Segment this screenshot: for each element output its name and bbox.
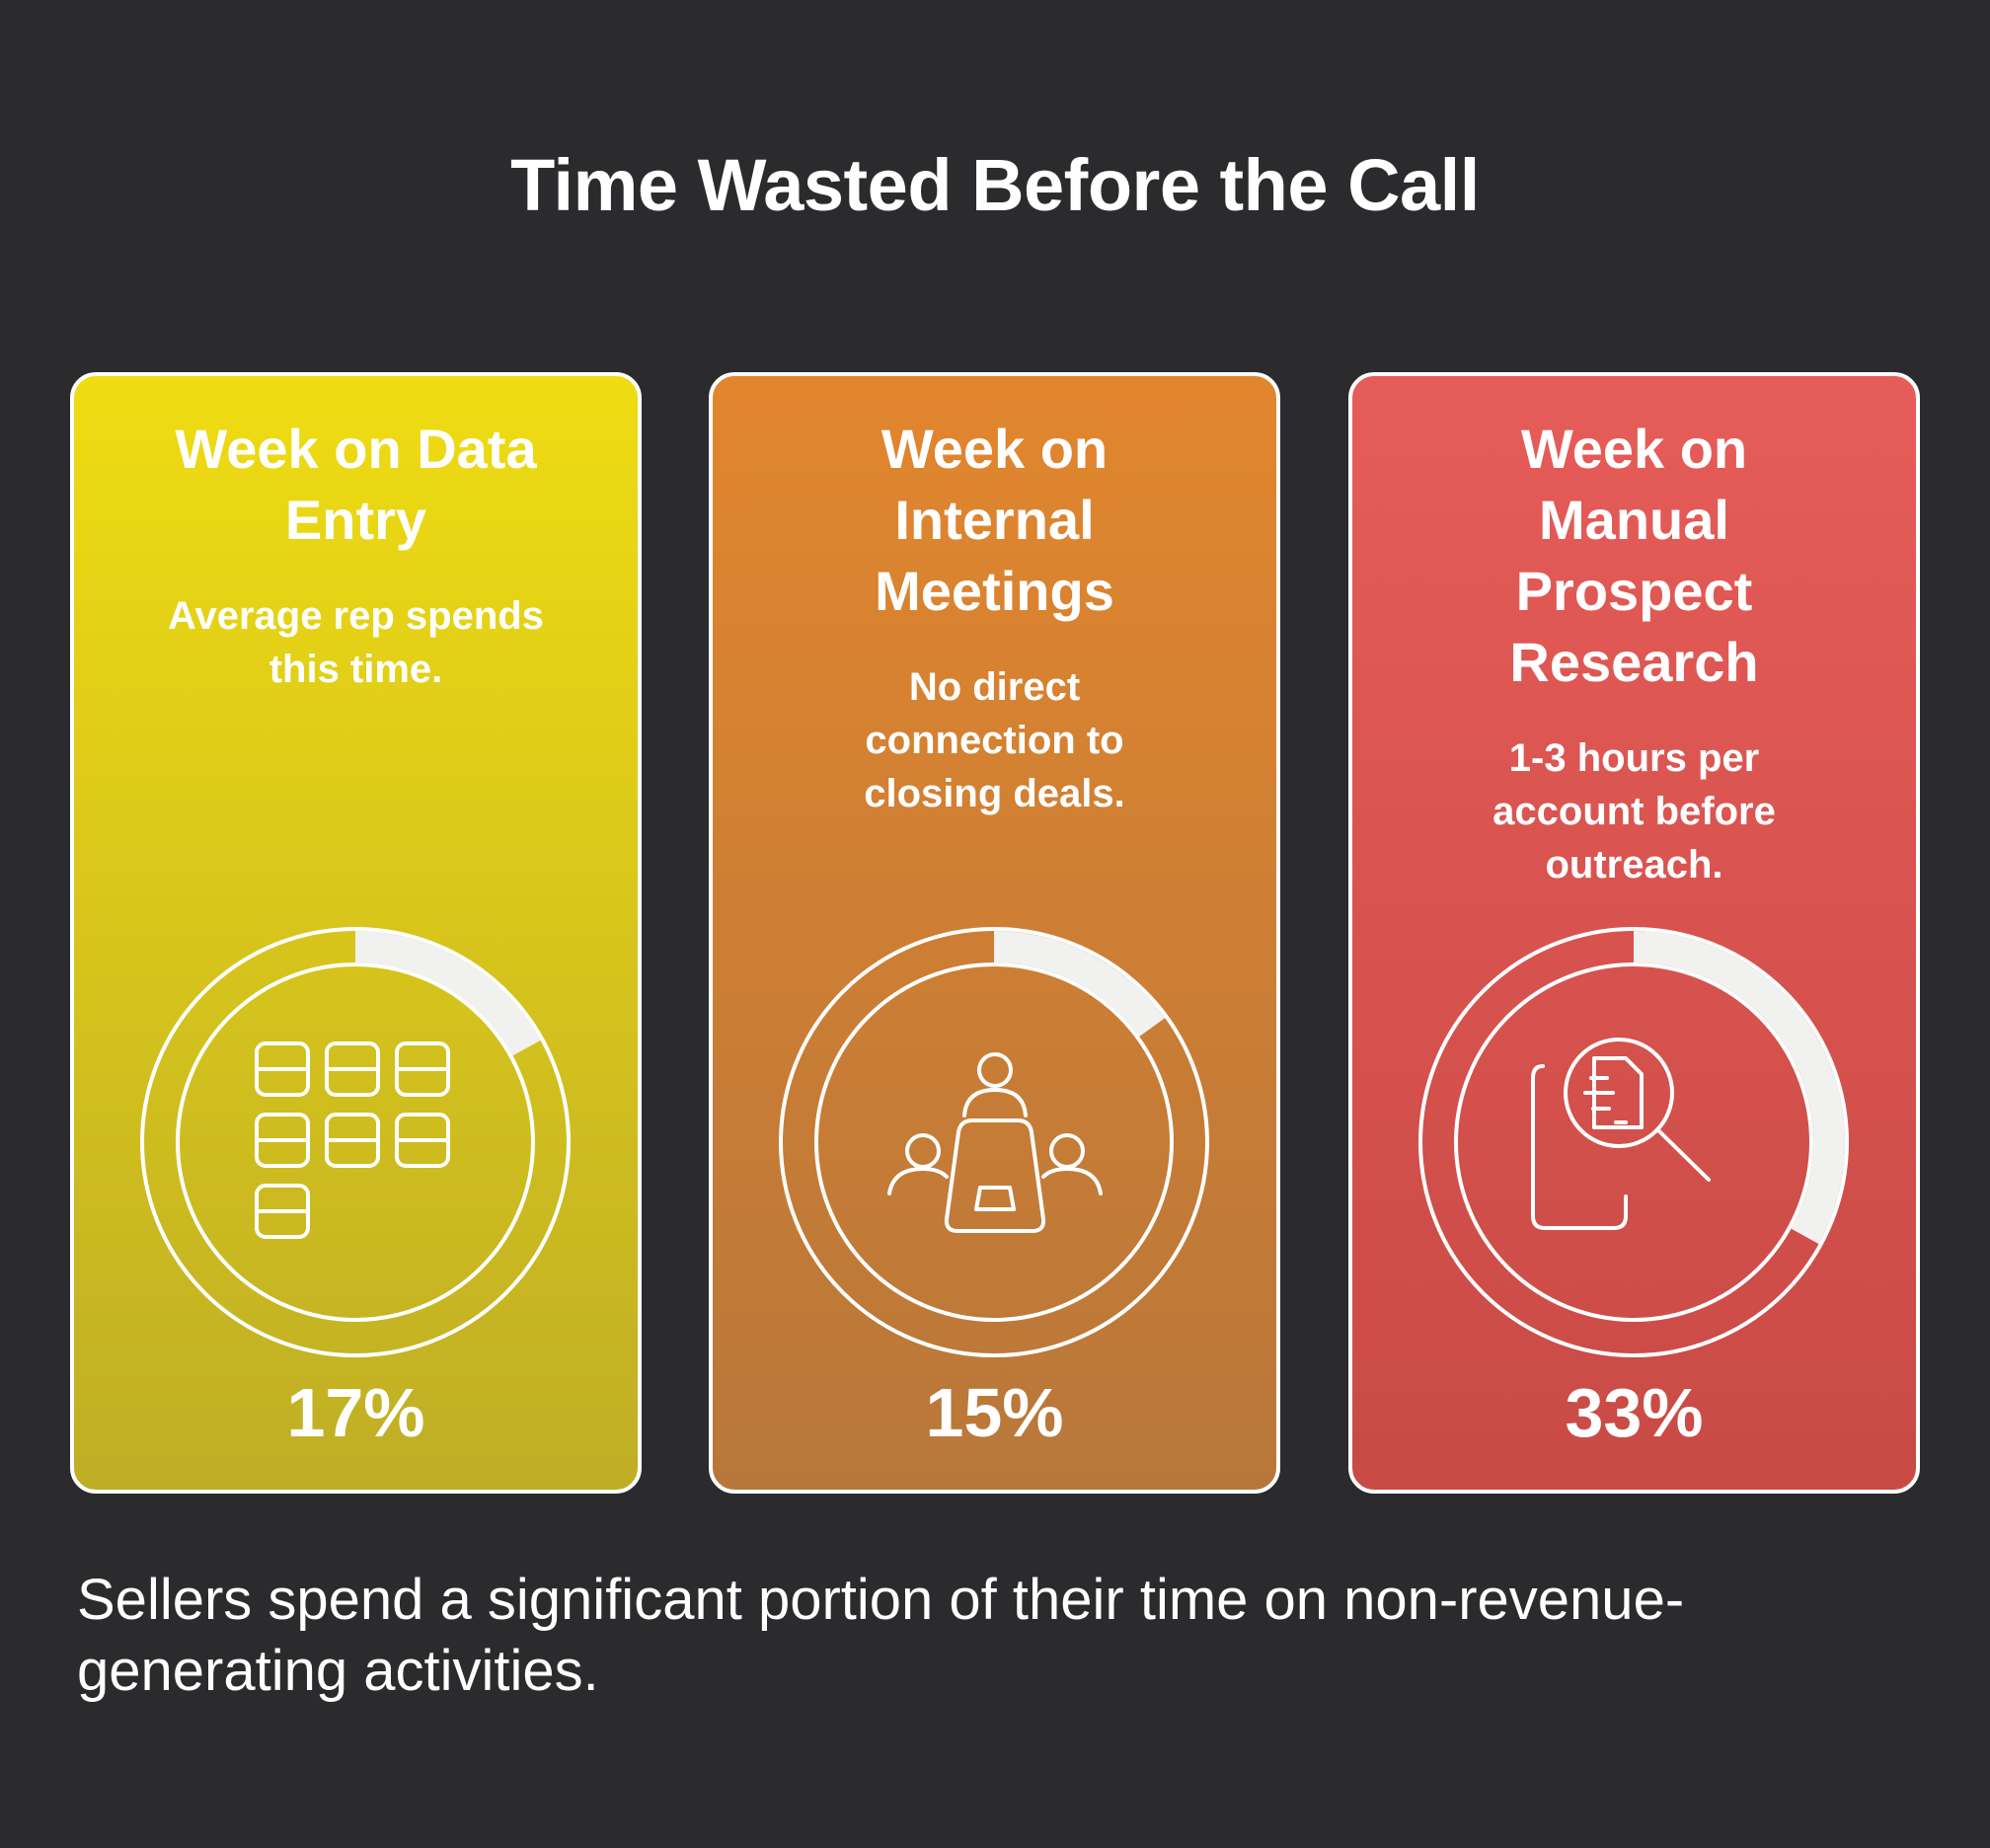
percent-label: 33% bbox=[1565, 1374, 1704, 1451]
progress-arc bbox=[355, 931, 541, 1056]
card-heading: Week on Internal Meetings bbox=[875, 418, 1114, 622]
card-heading: Week on Manual Prospect Research bbox=[1509, 418, 1759, 693]
progress-ring bbox=[779, 927, 1209, 1357]
progress-arc bbox=[994, 931, 1166, 1038]
progress-ring bbox=[140, 927, 571, 1357]
card-heading: Week on Data Entry bbox=[175, 418, 537, 551]
document-search-icon bbox=[1531, 1038, 1711, 1230]
card-internal-meetings: Week on Internal Meetings No direct conn… bbox=[709, 372, 1280, 1494]
page-title: Time Wasted Before the Call bbox=[510, 144, 1480, 226]
progress-arc bbox=[1634, 931, 1845, 1245]
card-description: Average rep spends this time. bbox=[168, 594, 544, 691]
percent-label: 15% bbox=[925, 1374, 1064, 1451]
data-grid-icon bbox=[255, 1041, 450, 1239]
card-description: 1-3 hours per account before outreach. bbox=[1492, 736, 1776, 886]
card-data-entry: Week on Data Entry Average rep spends th… bbox=[70, 372, 642, 1494]
footer-caption: Sellers spend a significant portion of t… bbox=[77, 1568, 1685, 1703]
card-prospect-research: Week on Manual Prospect Research 1-3 hou… bbox=[1348, 372, 1920, 1494]
progress-ring bbox=[1418, 927, 1849, 1357]
meeting-table-icon bbox=[887, 1052, 1103, 1233]
percent-label: 17% bbox=[286, 1374, 425, 1451]
card-description: No direct connection to closing deals. bbox=[864, 665, 1125, 815]
